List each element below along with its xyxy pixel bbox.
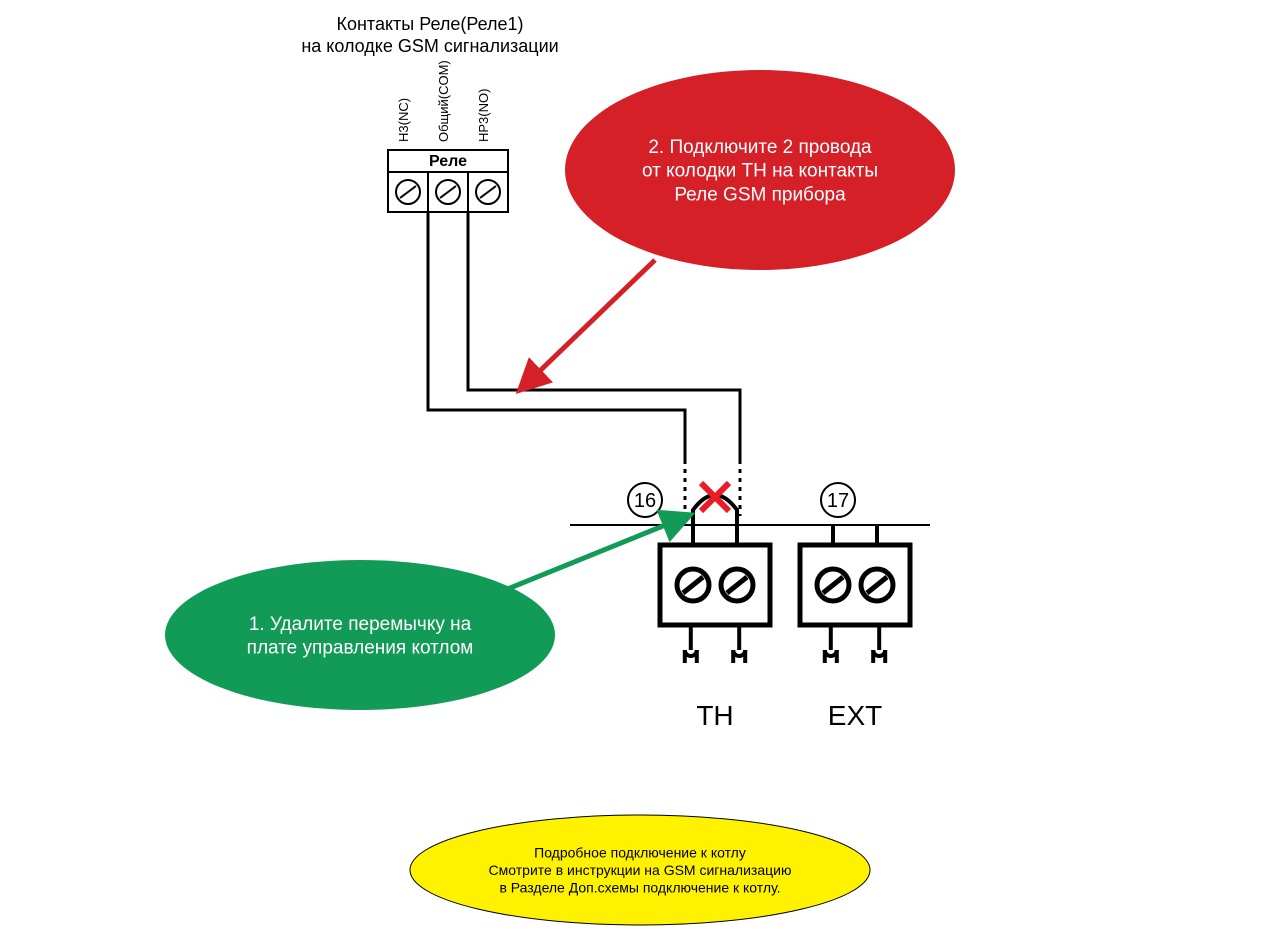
yellow-callout: Подробное подключение к котлу Смотрите в … [410, 815, 870, 925]
yellow-callout-text: Подробное подключение к котлу [534, 844, 746, 860]
green-callout: 1. Удалите перемычку на плате управления … [165, 515, 690, 710]
relay-terminal-label: Общий(COM) [436, 60, 451, 142]
relay-terminal-label: НР3(NO) [476, 89, 491, 142]
green-callout-text: плате управления котлом [247, 638, 474, 659]
relay-block: Реле Н3(NC) Общий(COM) НР3(NO) [388, 60, 508, 212]
red-callout: 2. Подключите 2 провода от колодки ТН на … [520, 70, 955, 390]
connector-number: 16 [634, 490, 656, 512]
red-callout-arrow [520, 260, 655, 390]
yellow-callout-text: Смотрите в инструкции на GSM сигнализаци… [489, 862, 792, 878]
red-callout-text: от колодки ТН на контакты [642, 161, 878, 182]
connector-ТН: 16 ТН [628, 483, 770, 731]
header-line2: на колодке GSM сигнализации [301, 36, 558, 56]
yellow-callout-text: в Разделе Доп.схемы подключение к котлу. [499, 879, 780, 895]
relay-label: Реле [429, 153, 467, 170]
connector-label: ТН [696, 700, 733, 731]
connector-ЕХТ: 17 ЕХТ [800, 483, 910, 731]
green-callout-text: 1. Удалите перемычку на [249, 614, 472, 635]
connector-label: ЕХТ [828, 700, 882, 731]
header-line1: Контакты Реле(Реле1) [336, 14, 523, 34]
connector-number: 17 [827, 490, 849, 512]
red-callout-text: 2. Подключите 2 провода [648, 137, 872, 158]
red-callout-text: Реле GSM прибора [674, 184, 846, 205]
relay-terminal-label: Н3(NC) [396, 98, 411, 142]
